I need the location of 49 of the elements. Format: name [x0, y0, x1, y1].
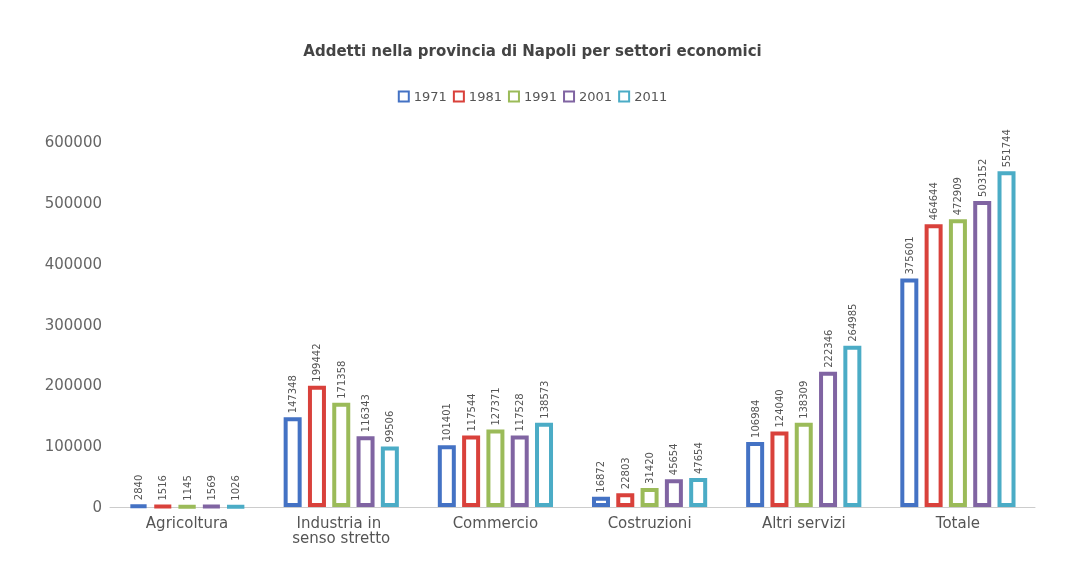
data-label: 16872	[595, 460, 607, 493]
y-tick-label: 300000	[44, 315, 102, 334]
data-label: 171358	[335, 360, 347, 399]
data-label: 1026	[230, 475, 242, 501]
data-label: 375601	[903, 236, 915, 275]
data-label: 199442	[311, 343, 323, 382]
data-label: 127371	[489, 387, 501, 426]
data-label: 1516	[157, 475, 169, 501]
data-label: 464644	[928, 182, 940, 221]
data-label: 106984	[749, 399, 761, 438]
data-label: 1569	[205, 475, 217, 501]
data-label: 1145	[181, 475, 193, 501]
data-label: 2840	[132, 474, 144, 501]
legend-label: 1981	[468, 89, 502, 104]
x-tick-label: Altri servizi	[761, 513, 846, 532]
x-tick-label: Agricoltura	[145, 513, 229, 532]
legend-label: 2011	[634, 89, 668, 104]
data-label: 503152	[976, 158, 988, 197]
x-tick-label: Commercio	[452, 513, 539, 532]
y-tick-label: 600000	[44, 133, 102, 151]
data-label: 99506	[384, 410, 396, 443]
data-label: 47654	[692, 442, 704, 475]
x-tick-label: Totale	[934, 513, 981, 532]
data-label: 117528	[514, 393, 526, 432]
data-label: 138309	[798, 380, 810, 419]
data-label: 124040	[773, 389, 785, 428]
y-tick-label: 200000	[44, 376, 102, 395]
x-tick-label: Industria in senso stretto	[292, 513, 391, 547]
y-tick-label: 400000	[44, 254, 102, 273]
y-tick-label: 500000	[44, 193, 102, 212]
chart-title: Addetti nella provincia di Napoli per settori economici	[303, 41, 762, 60]
data-label: 116343	[360, 394, 372, 433]
data-label: 138573	[538, 380, 550, 419]
data-label: 472909	[952, 177, 964, 216]
legend-label: 2001	[579, 89, 613, 104]
legend-label: 1991	[523, 89, 558, 104]
data-label: 31420	[644, 452, 656, 484]
data-label: 45654	[668, 443, 680, 476]
data-label: 101401	[441, 403, 453, 442]
legend-label: 1971	[413, 89, 447, 104]
data-label: 551744	[1001, 129, 1013, 168]
data-label: 147348	[287, 375, 299, 414]
y-tick-label: 0	[92, 498, 102, 516]
x-tick-label: Costruzioni	[607, 513, 692, 532]
data-label: 117544	[465, 393, 477, 432]
y-tick-label: 100000	[44, 437, 102, 456]
data-label: 222346	[822, 329, 834, 368]
data-label: 22803	[619, 457, 631, 490]
data-label: 264985	[846, 303, 858, 342]
